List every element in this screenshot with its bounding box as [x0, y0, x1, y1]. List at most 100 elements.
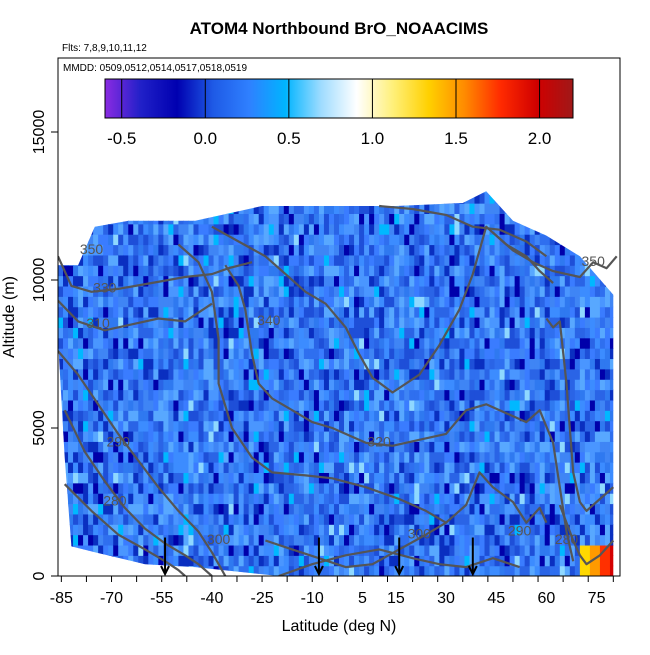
heatmap-cell	[83, 410, 89, 422]
heatmap-cell	[193, 327, 200, 339]
heatmap-cell	[303, 254, 310, 266]
heatmap-cell	[489, 285, 496, 297]
heatmap-cell	[364, 223, 370, 235]
heatmap-cell	[323, 399, 330, 411]
heatmap-cell	[489, 420, 496, 432]
heatmap-cell	[504, 275, 511, 287]
heatmap-cell	[198, 430, 205, 442]
heatmap-cell	[108, 213, 114, 225]
heatmap-cell	[589, 358, 596, 370]
heatmap-cell	[559, 317, 566, 328]
heatmap-cell	[534, 544, 541, 556]
heatmap-cell	[479, 213, 486, 225]
heatmap-cell	[193, 368, 200, 380]
heatmap-cell	[108, 223, 114, 235]
heatmap-cell	[123, 462, 129, 473]
heatmap-cell	[233, 368, 240, 380]
heatmap-cell	[178, 234, 185, 246]
heatmap-cell	[409, 213, 415, 225]
heatmap-cell	[93, 399, 99, 411]
heatmap-cell	[148, 451, 154, 463]
heatmap-cell	[554, 482, 561, 494]
heatmap-cell	[243, 503, 250, 515]
heatmap-cell	[308, 254, 315, 266]
heatmap-cell	[484, 513, 491, 525]
heatmap-cell	[369, 275, 375, 287]
heatmap-cell	[213, 265, 220, 277]
heatmap-cell	[499, 399, 506, 411]
heatmap-cell	[439, 244, 445, 256]
heatmap-cell	[188, 337, 195, 349]
heatmap-cell	[283, 234, 290, 246]
heatmap-cell	[499, 472, 506, 484]
heatmap-cell	[474, 368, 481, 380]
heatmap-cell	[444, 524, 450, 536]
heatmap-cell	[394, 430, 400, 442]
heatmap-cell	[108, 327, 114, 339]
heatmap-cell	[263, 482, 270, 494]
heatmap-cell	[88, 337, 94, 349]
heatmap-cell	[519, 420, 526, 432]
heatmap-cell	[313, 348, 320, 360]
heatmap-cell	[544, 399, 551, 411]
heatmap-cell	[178, 265, 185, 277]
heatmap-cell	[313, 223, 320, 235]
heatmap-cell	[444, 534, 450, 546]
heatmap-cell	[414, 265, 420, 277]
heatmap-cell	[379, 327, 385, 339]
heatmap-cell	[93, 482, 99, 494]
heatmap-cell	[479, 306, 486, 318]
heatmap-cell	[283, 399, 290, 411]
heatmap-cell	[449, 482, 456, 494]
heatmap-cell	[389, 223, 395, 235]
heatmap-cell	[354, 399, 360, 411]
heatmap-cell	[609, 234, 614, 246]
heatmap-cell	[298, 462, 305, 473]
heatmap-cell	[178, 317, 185, 328]
heatmap-cell	[288, 451, 295, 463]
heatmap-cell	[273, 399, 280, 411]
heatmap-cell	[223, 337, 230, 349]
heatmap-cell	[344, 337, 350, 349]
heatmap-cell	[599, 482, 606, 494]
heatmap-cell	[73, 368, 79, 380]
heatmap-cell	[98, 534, 104, 546]
heatmap-cell	[509, 285, 516, 297]
heatmap-cell	[243, 462, 250, 473]
heatmap-cell	[138, 265, 144, 277]
heatmap-cell	[73, 555, 79, 567]
heatmap-cell	[529, 462, 536, 473]
heatmap-cell	[328, 296, 335, 308]
heatmap-cell	[389, 358, 395, 370]
heatmap-cell	[208, 192, 215, 204]
heatmap-cell	[143, 472, 149, 484]
heatmap-cell	[364, 368, 370, 380]
heatmap-cell	[599, 275, 606, 287]
heatmap-cell	[308, 410, 315, 422]
heatmap-cell	[93, 265, 99, 277]
heatmap-cell	[514, 192, 521, 204]
heatmap-cell	[514, 420, 521, 432]
heatmap-cell	[349, 441, 355, 453]
heatmap-cell	[544, 503, 551, 515]
heatmap-cell	[133, 234, 139, 246]
heatmap-cell	[58, 420, 64, 432]
heatmap-cell	[313, 192, 320, 204]
heatmap-cell	[143, 348, 149, 360]
heatmap-cell	[539, 285, 546, 297]
heatmap-cell	[228, 379, 235, 391]
heatmap-cell	[444, 203, 450, 214]
heatmap-cell	[494, 482, 501, 494]
heatmap-cell	[499, 441, 506, 453]
heatmap-cell	[278, 348, 285, 360]
heatmap-cell	[544, 192, 551, 204]
heatmap-cell	[529, 544, 536, 556]
heatmap-cell	[88, 213, 94, 225]
heatmap-cell	[78, 348, 84, 360]
heatmap-cell	[589, 420, 596, 432]
heatmap-cell	[344, 234, 350, 246]
heatmap-cell	[188, 213, 195, 225]
heatmap-cell	[554, 451, 561, 463]
heatmap-cell	[409, 503, 415, 515]
